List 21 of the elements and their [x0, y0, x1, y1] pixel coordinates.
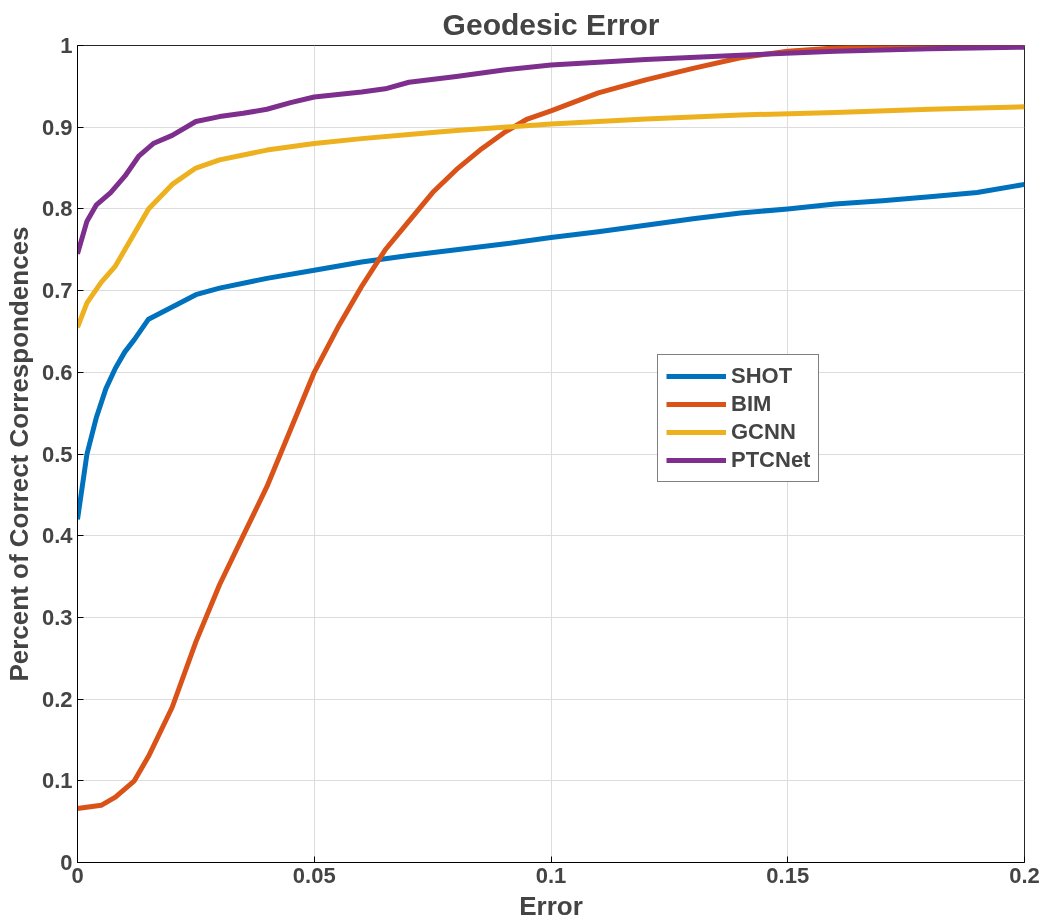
- y-axis-title: Percent of Correct Correspondences: [3, 226, 34, 682]
- legend-label: SHOT: [731, 363, 793, 389]
- y-tick-label: 1: [60, 33, 73, 58]
- legend-label: PTCNet: [731, 447, 811, 473]
- y-tick-label: 0.6: [41, 359, 73, 385]
- x-tick-label: 0.1: [535, 862, 567, 888]
- y-tick-label: 0.1: [41, 768, 73, 794]
- y-tick-label: 0.4: [41, 523, 74, 549]
- y-tick-label: 0.3: [41, 604, 73, 630]
- y-tick-label: 0.8: [41, 196, 73, 222]
- y-tick-label: 0.5: [41, 441, 73, 467]
- chart-title: Geodesic Error: [442, 7, 660, 41]
- x-tick-label: 0.2: [1009, 862, 1040, 888]
- legend-label: BIM: [731, 391, 772, 417]
- y-tick-label: 0.9: [41, 114, 73, 140]
- y-tick-label: 0.2: [41, 686, 73, 712]
- legend-label: GCNN: [731, 419, 796, 445]
- x-tick-label: 0.05: [292, 862, 336, 888]
- x-tick-label: 0.15: [766, 862, 810, 888]
- x-axis-title: Error: [519, 890, 583, 921]
- y-tick-label: 0.7: [41, 278, 73, 304]
